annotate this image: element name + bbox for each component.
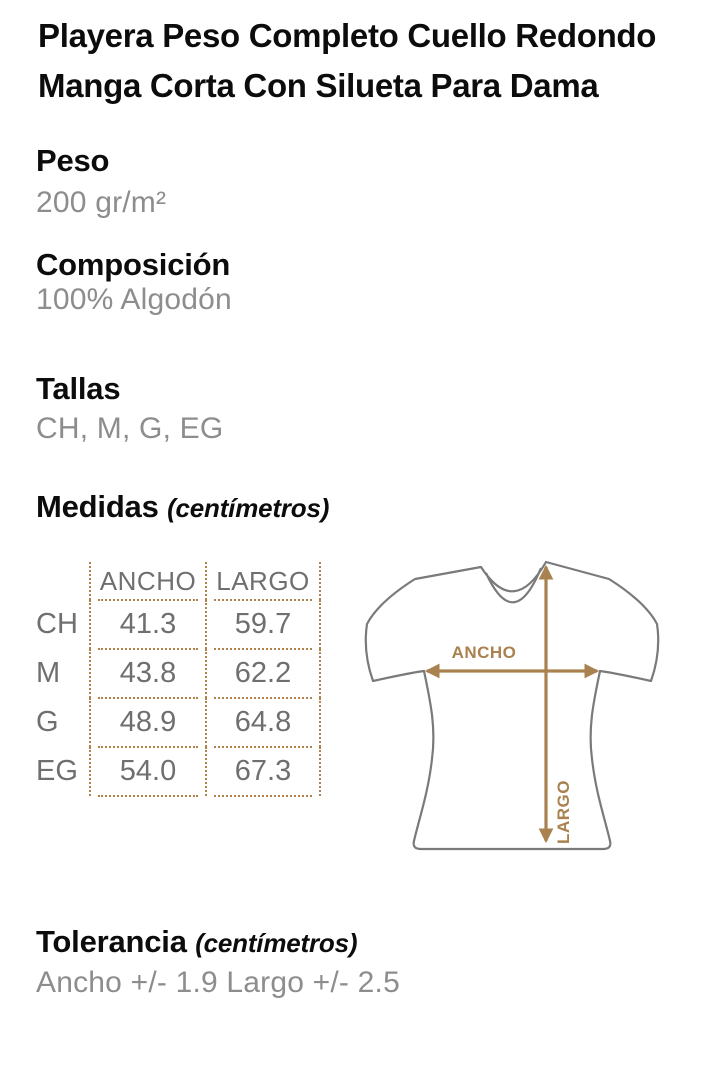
tallas-value: CH, M, G, EG: [36, 412, 224, 445]
size-table-cell-ancho: 41.3: [89, 600, 205, 650]
product-title-line1: Playera Peso Completo Cuello Redondo: [38, 17, 657, 54]
medidas-unit-note: (centímetros): [167, 493, 330, 523]
size-table-row-label: EG: [36, 755, 78, 787]
tshirt-inner-collar: [485, 567, 543, 604]
peso-heading: Peso: [36, 143, 110, 178]
size-table-row-label: G: [36, 706, 59, 738]
size-table-header-largo: LARGO: [205, 562, 321, 601]
largo-arrow-label: LARGO: [554, 780, 573, 844]
size-table-cell-largo: 59.7: [205, 600, 321, 650]
size-table-cell-ancho: 54.0: [89, 747, 205, 797]
size-table-cell-largo: 67.3: [205, 747, 321, 797]
composicion-heading: Composición: [36, 247, 231, 282]
composicion-value: 100% Algodón: [36, 283, 232, 316]
size-table-corner-cell: [36, 562, 89, 600]
size-table: ANCHO LARGO CH 41.3 59.7 M 43.8 62.2 G 4…: [36, 562, 321, 797]
size-table-cell-ancho: 48.9: [89, 698, 205, 748]
tshirt-measurement-diagram: ANCHO LARGO: [364, 560, 660, 851]
product-title: Playera Peso Completo Cuello Redondo Man…: [38, 11, 698, 111]
measurement-arrows: [424, 564, 600, 844]
tallas-heading: Tallas: [36, 371, 121, 406]
medidas-heading: Medidas (centímetros): [36, 489, 329, 525]
size-table-header-ancho: ANCHO: [89, 562, 205, 601]
size-table-row-label: CH: [36, 608, 78, 640]
medidas-heading-label: Medidas: [36, 489, 159, 524]
tolerancia-value: Ancho +/- 1.9 Largo +/- 2.5: [36, 966, 400, 999]
peso-value: 200 gr/m²: [36, 186, 167, 219]
tolerancia-heading: Tolerancia (centímetros): [36, 924, 357, 960]
product-title-line2: Manga Corta Con Silueta Para Dama: [38, 67, 599, 104]
size-table-cell-largo: 64.8: [205, 698, 321, 748]
tolerancia-heading-label: Tolerancia: [36, 924, 187, 959]
tshirt-outline: [364, 560, 660, 851]
ancho-arrow-label: ANCHO: [452, 643, 517, 662]
size-table-cell-ancho: 43.8: [89, 649, 205, 699]
tolerancia-unit-note: (centímetros): [195, 928, 358, 958]
size-table-cell-largo: 62.2: [205, 649, 321, 699]
size-table-row-label: M: [36, 657, 61, 689]
